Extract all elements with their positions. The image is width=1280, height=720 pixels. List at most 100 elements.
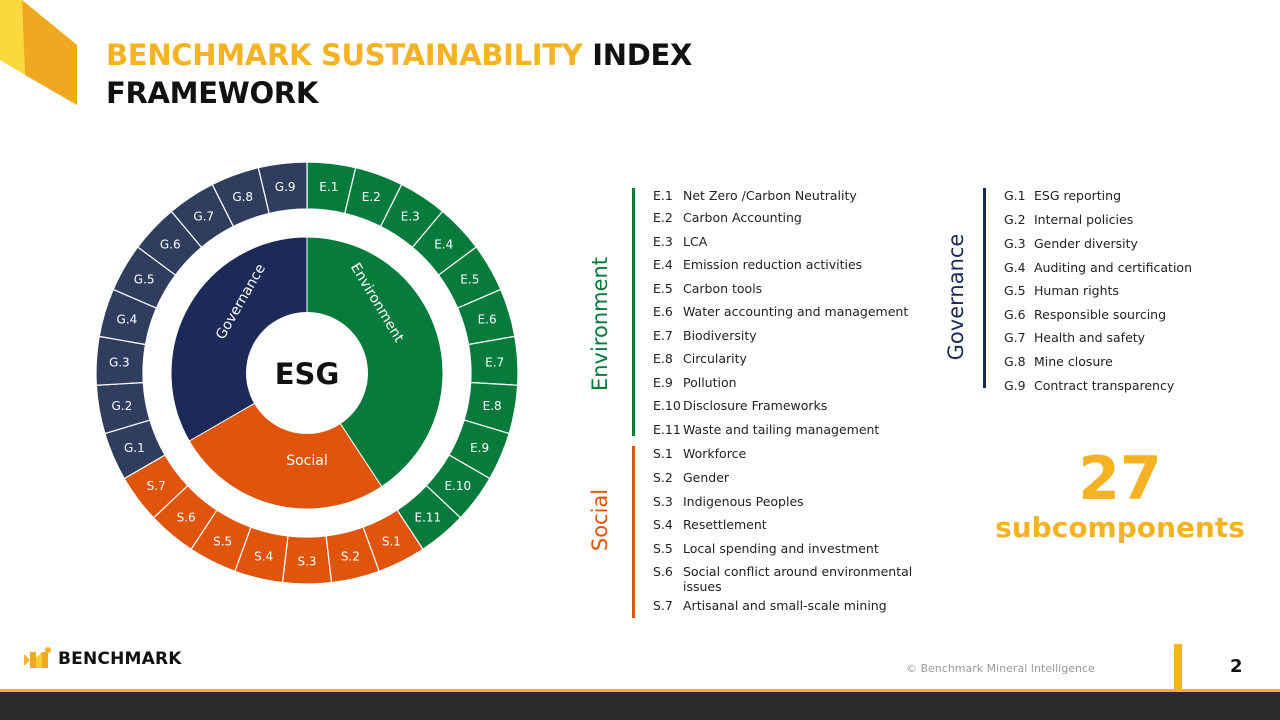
title-rest: INDEX xyxy=(582,38,693,72)
outer-segment-label: G.6 xyxy=(160,237,181,251)
benchmark-logo-icon xyxy=(24,647,51,668)
subcomponent-label: subcomponents xyxy=(995,511,1245,544)
outer-segment-label: G.5 xyxy=(134,273,155,287)
item-text: Carbon tools xyxy=(683,281,763,296)
wheel-center xyxy=(246,312,368,434)
item-code: S.2 xyxy=(653,470,673,485)
item-code: E.4 xyxy=(653,257,673,272)
outer-segment-label: S.7 xyxy=(147,479,166,493)
outer-segment-label: E.8 xyxy=(483,399,502,413)
outer-segment-label: E.1 xyxy=(319,180,338,194)
item-text: Contract transparency xyxy=(1034,378,1175,393)
item-code: E.7 xyxy=(653,328,673,343)
item-code: E.11 xyxy=(653,422,681,437)
wheel-center-label: ESG xyxy=(275,357,340,391)
benchmark-logo: BENCHMARK xyxy=(22,646,182,672)
item-code: E.1 xyxy=(653,188,673,203)
outer-segment-label: G.3 xyxy=(109,356,130,370)
outer-segment-label: G.2 xyxy=(111,399,132,413)
item-code: S.7 xyxy=(653,598,673,613)
item-code: G.9 xyxy=(1004,378,1026,393)
item-code: G.2 xyxy=(1004,212,1026,227)
governance-bar xyxy=(983,188,986,388)
outer-segment-label: E.4 xyxy=(434,237,453,251)
item-text: Emission reduction activities xyxy=(683,257,863,272)
item-code: E.8 xyxy=(653,351,673,366)
item-code: E.10 xyxy=(653,398,681,413)
item-code: E.2 xyxy=(653,210,673,225)
item-text: Artisanal and small-scale mining xyxy=(683,598,887,613)
item-text: Gender xyxy=(683,470,730,485)
item-code: G.3 xyxy=(1004,236,1026,251)
outer-segment-g-9 xyxy=(257,161,308,215)
outer-segment-label: E.7 xyxy=(485,356,504,370)
outer-segment-label: S.6 xyxy=(177,511,196,525)
outer-segment-label: E.11 xyxy=(415,511,442,525)
social-bar xyxy=(632,446,635,618)
subcomponent-count: 27 xyxy=(1078,444,1162,514)
outer-segment-label: S.1 xyxy=(382,535,401,549)
footer-bar xyxy=(0,692,1280,720)
outer-segment-label: S.2 xyxy=(341,549,360,563)
corner-decoration xyxy=(0,0,77,105)
outer-segment-label: E.10 xyxy=(444,479,471,493)
item-text: Internal policies xyxy=(1034,212,1134,227)
item-code: S.6 xyxy=(653,564,673,579)
item-text: Indigenous Peoples xyxy=(683,494,804,509)
benchmark-logo-text: BENCHMARK xyxy=(58,649,182,669)
copyright: © Benchmark Mineral Intelligence xyxy=(906,662,1095,675)
inner-sector-social xyxy=(188,372,383,510)
item-text: Responsible sourcing xyxy=(1034,307,1167,322)
item-code: G.4 xyxy=(1004,260,1026,275)
social-label: Social xyxy=(588,488,612,552)
item-text: Resettlement xyxy=(683,517,767,532)
item-text: Auditing and certification xyxy=(1034,260,1193,275)
item-code: E.6 xyxy=(653,304,673,319)
title-line2: FRAMEWORK xyxy=(106,76,318,110)
outer-segment-label: S.3 xyxy=(297,555,316,569)
esg-wheel: E.1 E.2 E.3 E.4 E.5 E.6 E.7 E.8 E.9 E.10 E.11 S.1 S.… xyxy=(95,161,519,585)
item-code: G.1 xyxy=(1004,188,1026,203)
item-text: LCA xyxy=(683,234,708,249)
page-number: 2 xyxy=(1230,656,1243,677)
item-text: Social conflict around environmental iss… xyxy=(683,564,913,594)
item-code: G.5 xyxy=(1004,283,1026,298)
item-code: G.7 xyxy=(1004,330,1026,345)
item-text: Water accounting and management xyxy=(683,304,909,319)
item-code: E.9 xyxy=(653,375,673,390)
title-accent: BENCHMARK SUSTAINABILITY xyxy=(106,38,583,72)
item-text: Pollution xyxy=(683,375,737,390)
environment-label: Environment xyxy=(588,256,612,392)
item-text: Workforce xyxy=(683,446,747,461)
item-text: ESG reporting xyxy=(1034,188,1121,203)
item-code: E.5 xyxy=(653,281,673,296)
item-text: Local spending and investment xyxy=(683,541,879,556)
item-code: S.3 xyxy=(653,494,673,509)
footer-divider xyxy=(0,689,1280,692)
sector-label-social: Social xyxy=(286,453,328,469)
item-text: Circularity xyxy=(683,351,747,366)
item-code: S.1 xyxy=(653,446,673,461)
item-code: G.6 xyxy=(1004,307,1026,322)
item-text: Biodiversity xyxy=(683,328,757,343)
item-text: Human rights xyxy=(1034,283,1119,298)
outer-segment-label: S.5 xyxy=(213,535,232,549)
outer-segment-label: G.8 xyxy=(232,190,253,204)
item-text: Gender diversity xyxy=(1034,236,1138,251)
outer-segment-label: S.4 xyxy=(254,549,273,563)
footer-accent-line xyxy=(1174,644,1182,692)
outer-segment-label: E.5 xyxy=(460,273,479,287)
outer-segment-label: E.2 xyxy=(362,190,381,204)
outer-segment-label: G.4 xyxy=(117,313,138,327)
item-text: Waste and tailing management xyxy=(683,422,880,437)
outer-segment-label: E.3 xyxy=(401,209,420,223)
environment-bar xyxy=(632,188,635,436)
item-text: Mine closure xyxy=(1034,354,1113,369)
governance-label: Governance xyxy=(944,233,968,361)
item-code: E.3 xyxy=(653,234,673,249)
item-code: S.4 xyxy=(653,517,673,532)
item-text: Carbon Accounting xyxy=(683,210,802,225)
item-code: S.5 xyxy=(653,541,673,556)
outer-segment-label: E.9 xyxy=(470,441,489,455)
outer-segment-label: E.6 xyxy=(478,313,497,327)
